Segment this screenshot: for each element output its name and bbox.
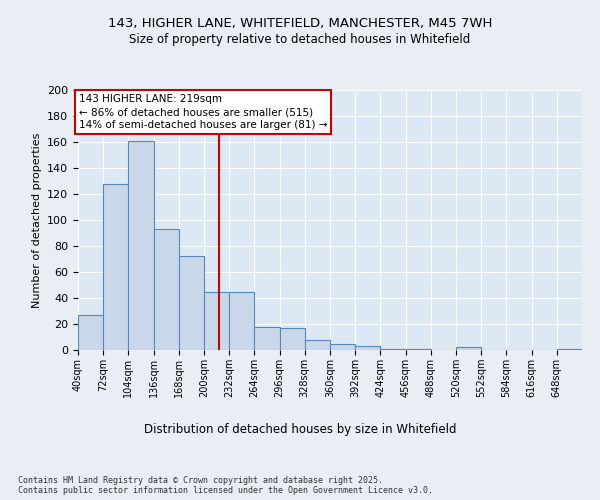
Text: Distribution of detached houses by size in Whitefield: Distribution of detached houses by size … xyxy=(144,422,456,436)
Bar xyxy=(254,326,280,350)
Bar xyxy=(380,348,406,350)
Bar xyxy=(355,346,380,350)
Text: 143, HIGHER LANE, WHITEFIELD, MANCHESTER, M45 7WH: 143, HIGHER LANE, WHITEFIELD, MANCHESTER… xyxy=(108,18,492,30)
Bar xyxy=(229,292,254,350)
Bar xyxy=(204,292,229,350)
Bar xyxy=(78,315,103,350)
Text: Size of property relative to detached houses in Whitefield: Size of property relative to detached ho… xyxy=(130,32,470,46)
Bar xyxy=(103,184,128,350)
Text: Contains HM Land Registry data © Crown copyright and database right 2025.
Contai: Contains HM Land Registry data © Crown c… xyxy=(18,476,433,495)
Bar xyxy=(154,229,179,350)
Bar xyxy=(456,348,481,350)
Bar xyxy=(406,348,431,350)
Bar xyxy=(305,340,330,350)
Bar xyxy=(179,256,204,350)
Text: 143 HIGHER LANE: 219sqm
← 86% of detached houses are smaller (515)
14% of semi-d: 143 HIGHER LANE: 219sqm ← 86% of detache… xyxy=(79,94,327,130)
Bar xyxy=(557,348,582,350)
Bar xyxy=(280,328,305,350)
Bar xyxy=(128,140,154,350)
Y-axis label: Number of detached properties: Number of detached properties xyxy=(32,132,41,308)
Bar xyxy=(330,344,355,350)
